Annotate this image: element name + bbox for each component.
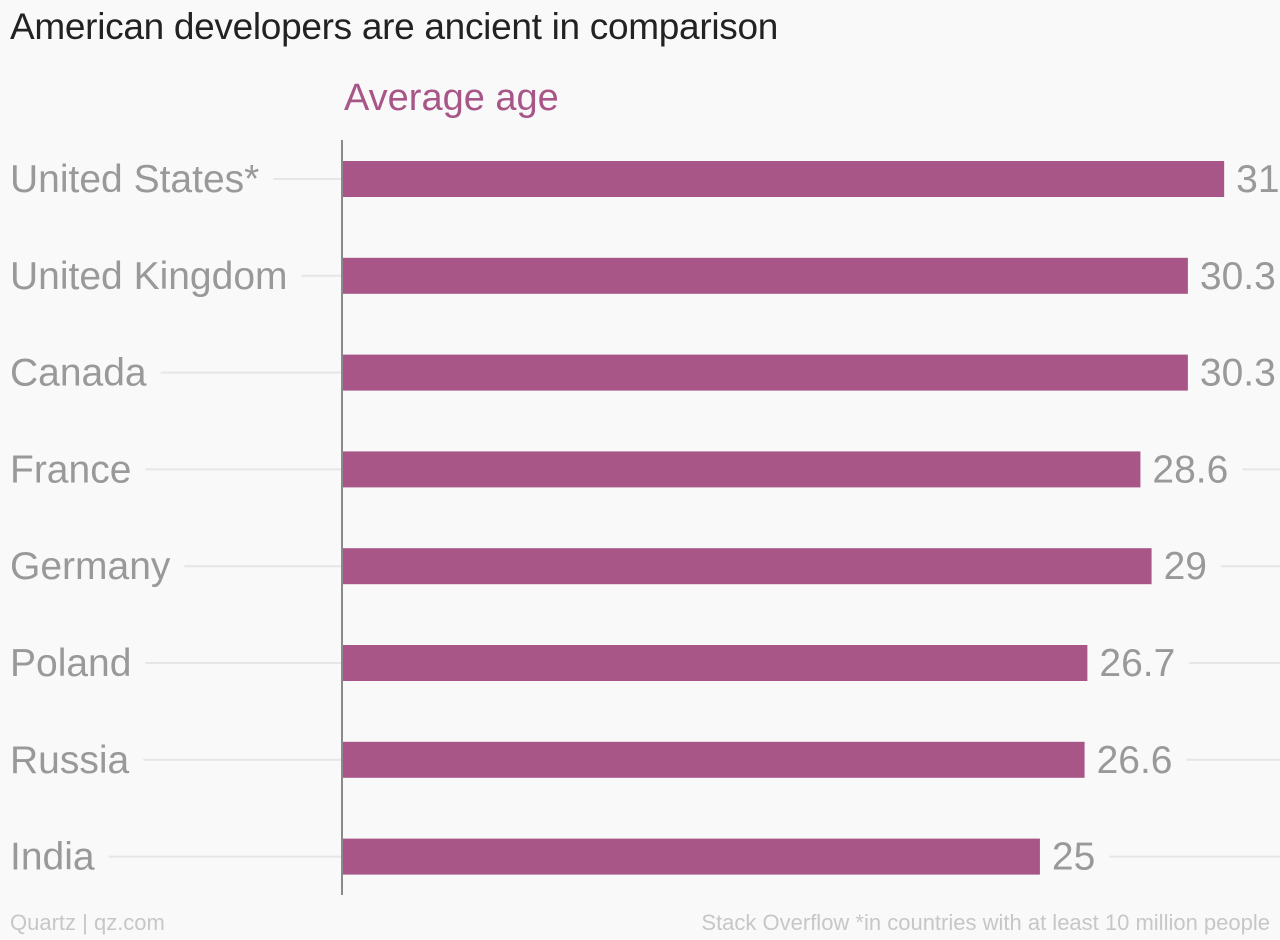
footer-source: Stack Overflow *in countries with at lea… [701, 910, 1270, 935]
value-label: 26.7 [1099, 642, 1175, 685]
bar [343, 645, 1088, 681]
category-label: India [10, 836, 95, 879]
bar [343, 548, 1152, 585]
category-label: Canada [10, 352, 147, 395]
category-label: United States* [10, 158, 259, 201]
bar [343, 354, 1188, 391]
value-label: 25 [1052, 836, 1095, 879]
value-label: 30.3 [1200, 352, 1276, 395]
bar [343, 741, 1085, 778]
value-label: 26.6 [1097, 739, 1173, 782]
value-label: 28.6 [1152, 448, 1228, 491]
bar [343, 838, 1040, 875]
series-label: Average age [344, 77, 559, 119]
bar [343, 257, 1188, 294]
category-label: Germany [10, 545, 171, 588]
value-label: 31.6 years old [1236, 158, 1280, 201]
footer-credit: Quartz | qz.com [10, 910, 165, 935]
category-label: Poland [10, 642, 131, 685]
category-label: Russia [10, 739, 130, 782]
category-label: France [10, 448, 131, 491]
bar [343, 451, 1141, 488]
value-label: 30.3 [1200, 255, 1276, 298]
value-label: 29 [1164, 545, 1207, 588]
bar [343, 161, 1225, 197]
chart-title: American developers are ancient in compa… [10, 6, 779, 47]
category-label: United Kingdom [10, 255, 288, 298]
